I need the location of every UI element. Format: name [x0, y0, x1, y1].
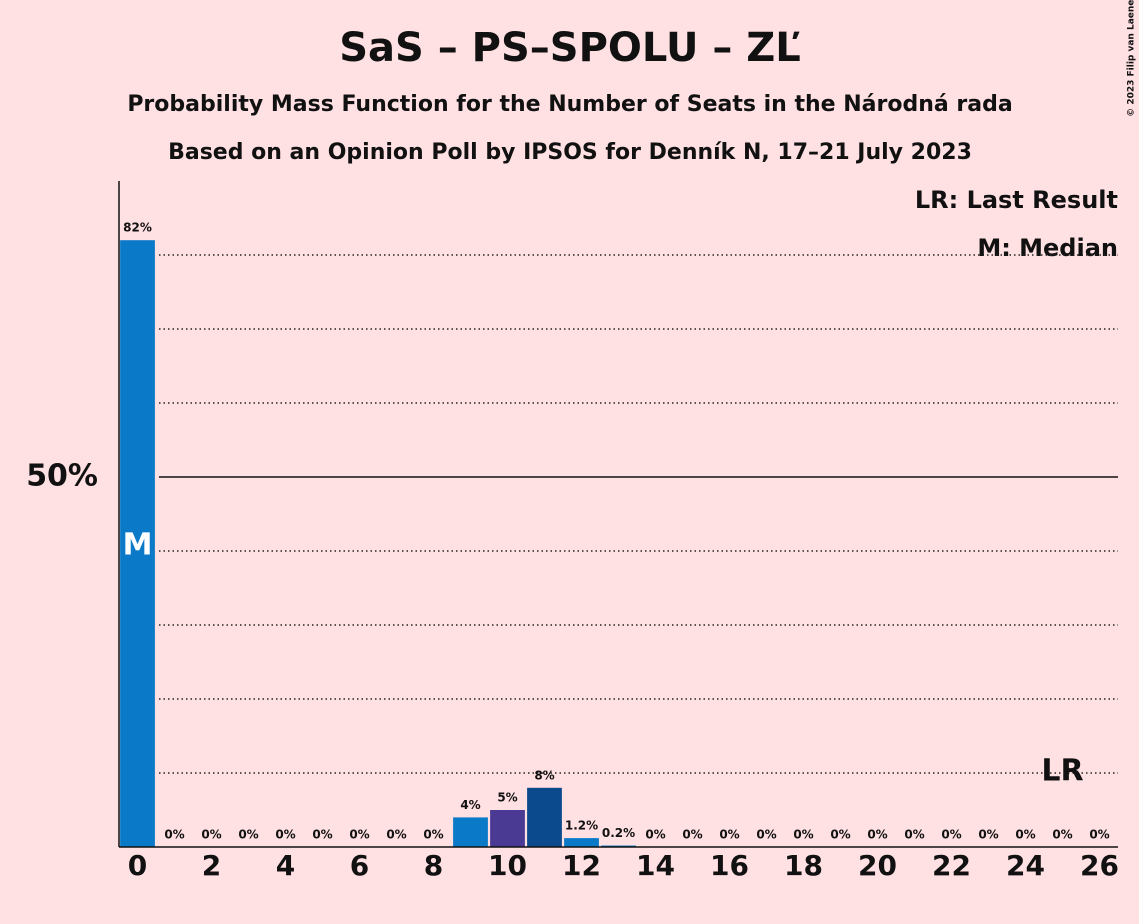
value-label: 0% — [164, 828, 184, 842]
value-label: 0% — [645, 828, 665, 842]
value-label: 0.2% — [602, 826, 635, 840]
value-label: 4% — [460, 798, 480, 812]
value-label: 0% — [238, 828, 258, 842]
x-tick-label: 10 — [488, 849, 527, 882]
legend-entry: M: Median — [977, 234, 1118, 262]
x-tick-label: 14 — [636, 849, 675, 882]
value-label: 0% — [682, 828, 702, 842]
value-label: 0% — [349, 828, 369, 842]
x-tick-label: 2 — [202, 849, 221, 882]
x-tick-label: 26 — [1080, 849, 1119, 882]
x-tick-label: 8 — [424, 849, 443, 882]
value-label: 0% — [423, 828, 443, 842]
x-tick-label: 22 — [932, 849, 971, 882]
y-tick-label: 50% — [26, 459, 98, 494]
legend-entry: LR: Last Result — [915, 186, 1118, 214]
value-label: 82% — [123, 221, 152, 235]
value-label: 0% — [386, 828, 406, 842]
value-label: 0% — [793, 828, 813, 842]
x-tick-label: 24 — [1006, 849, 1045, 882]
median-marker: M — [123, 528, 153, 563]
value-label: 0% — [1015, 828, 1035, 842]
value-label: 1.2% — [565, 819, 598, 833]
value-label: 0% — [904, 828, 924, 842]
x-tick-label: 4 — [276, 849, 295, 882]
value-label: 0% — [867, 828, 887, 842]
value-label: 0% — [830, 828, 850, 842]
x-tick-label: 18 — [784, 849, 823, 882]
value-label: 0% — [978, 828, 998, 842]
value-label: 5% — [497, 791, 517, 805]
value-label: 0% — [719, 828, 739, 842]
last-result-marker: LR — [1041, 754, 1083, 789]
value-label: 8% — [534, 768, 554, 782]
bar — [490, 810, 525, 847]
bar — [453, 817, 488, 847]
value-label: 0% — [1089, 828, 1109, 842]
x-tick-label: 6 — [350, 849, 369, 882]
value-label: 0% — [201, 828, 221, 842]
source-note: Based on an Opinion Poll by IPSOS for De… — [168, 140, 972, 165]
copyright: © 2023 Filip van Laenen — [1127, 0, 1137, 117]
bar — [120, 240, 155, 847]
bar — [564, 838, 599, 847]
bar — [527, 787, 562, 847]
value-label: 0% — [941, 828, 961, 842]
x-tick-label: 20 — [858, 849, 897, 882]
value-label: 0% — [756, 828, 776, 842]
chart-subtitle: Probability Mass Function for the Number… — [127, 92, 1012, 117]
x-tick-label: 0 — [128, 849, 147, 882]
x-tick-label: 12 — [562, 849, 601, 882]
value-label: 0% — [275, 828, 295, 842]
chart-title: SaS – PS–SPOLU – ZĽ — [339, 25, 801, 71]
value-label: 0% — [312, 828, 332, 842]
x-tick-label: 16 — [710, 849, 749, 882]
value-label: 0% — [1052, 828, 1072, 842]
